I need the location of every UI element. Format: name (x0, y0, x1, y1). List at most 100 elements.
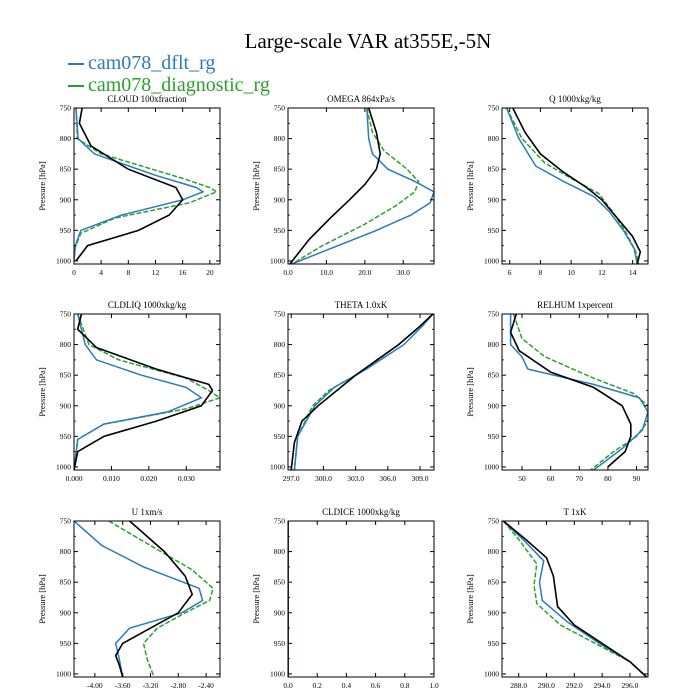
x-tick-label-8-0: 288.0 (510, 681, 527, 690)
y-tick-label-5-5: 1000 (484, 462, 499, 471)
legend-item-dflt: cam078_dflt_rg (68, 52, 215, 74)
x-tick-label-5-3: 80 (604, 474, 612, 483)
plot-frame-7 (287, 520, 435, 678)
x-tick-label-3-2: 0.020 (140, 474, 157, 483)
series-dflt-line-0 (74, 108, 205, 261)
y-tick-label-4-0: 750 (274, 310, 286, 319)
y-tick-label-8-1: 800 (488, 547, 500, 556)
y-tick-label-0-1: 800 (60, 134, 72, 143)
y-tick-label-5-3: 900 (488, 401, 500, 410)
x-tick-label-2-4: 14 (629, 268, 637, 277)
x-tick-label-5-2: 70 (576, 474, 584, 483)
panel-4: 297.0 300.0 303.0 306.0 309.0 750 800 850 900 950… (270, 300, 435, 483)
x-tick-label-1-2: 20.0 (358, 268, 371, 277)
y-tick-label-5-1: 800 (488, 340, 500, 349)
legend-swatch-dflt (68, 63, 84, 66)
y-tick-label-7-2: 850 (274, 578, 286, 587)
y-tick-label-4-5: 1000 (270, 462, 285, 471)
y-tick-label-8-5: 1000 (484, 669, 499, 678)
x-tick-label-3-3: 0.030 (178, 474, 195, 483)
y-tick-label-0-4: 950 (60, 226, 72, 235)
x-tick-label-0-3: 12 (152, 268, 160, 277)
y-tick-label-2-3: 900 (488, 195, 500, 204)
y-axis-label-0: Pressure [hPa] (37, 161, 47, 211)
y-tick-label-1-4: 950 (274, 226, 286, 235)
y-tick-label-6-3: 900 (60, 608, 72, 617)
y-tick-label-6-1: 800 (60, 547, 72, 556)
y-axis-label-2: Pressure [hPa] (465, 161, 475, 211)
x-tick-label-4-2: 303.0 (347, 474, 364, 483)
x-tick-label-7-3: 0.6 (371, 681, 381, 690)
y-tick-label-5-2: 850 (488, 371, 500, 380)
panel-title-7: CLDICE 1000xkg/kg (322, 507, 400, 517)
x-tick-label-7-2: 0.4 (342, 681, 352, 690)
panel-7: 0.0 0.2 0.4 0.6 0.8 1.0 750 800 850 900 950 1000 CLD… (251, 507, 439, 690)
x-tick-label-7-1: 0.2 (313, 681, 323, 690)
x-tick-label-7-4: 0.8 (400, 681, 410, 690)
y-axis-label-7: Pressure [hPa] (251, 574, 261, 624)
y-tick-label-1-1: 800 (274, 134, 286, 143)
y-tick-label-2-2: 850 (488, 165, 500, 174)
y-tick-label-2-1: 800 (488, 134, 500, 143)
series-dflt-line-4 (293, 314, 434, 470)
x-tick-label-6-4: -2.40 (198, 681, 214, 690)
y-tick-label-0-3: 900 (60, 195, 72, 204)
y-tick-label-1-3: 900 (274, 195, 286, 204)
x-tick-label-2-1: 8 (539, 268, 543, 277)
y-tick-label-6-0: 750 (60, 517, 72, 526)
y-tick-label-4-4: 950 (274, 432, 286, 441)
series-diag-line-5 (512, 314, 648, 470)
x-tick-label-4-0: 297.0 (283, 474, 300, 483)
x-tick-label-8-1: 290.0 (538, 681, 555, 690)
y-tick-label-3-0: 750 (60, 310, 72, 319)
series-diag-line-4 (293, 314, 434, 470)
series-obs-line-8 (502, 521, 648, 677)
series-dflt-line-1 (291, 108, 434, 264)
panel-title-4: THETA 1.0xK (335, 300, 388, 310)
series-diag-line-6 (108, 521, 214, 677)
series-obs-line-3 (74, 314, 214, 470)
series-obs-line-6 (114, 521, 194, 677)
series-diag-line-8 (502, 521, 648, 677)
series-diag-line-0 (74, 108, 219, 261)
panel-8: 288.0 290.0 292.0 294.0 296.0 750 800 850 900 950… (465, 507, 649, 690)
x-tick-label-0-5: 20 (206, 268, 214, 277)
x-tick-label-2-3: 12 (598, 268, 606, 277)
y-tick-label-1-2: 850 (274, 165, 286, 174)
panel-title-8: T 1xK (563, 507, 587, 517)
x-tick-label-3-1: 0.010 (103, 474, 120, 483)
y-tick-label-8-0: 750 (488, 517, 500, 526)
figure-title: Large-scale VAR at355E,-5N (245, 29, 492, 53)
plot-frame-5 (501, 313, 649, 471)
y-tick-label-7-3: 900 (274, 608, 286, 617)
x-tick-label-5-0: 50 (518, 474, 526, 483)
y-tick-label-2-0: 750 (488, 104, 500, 113)
x-tick-label-8-4: 296.0 (621, 681, 638, 690)
series-dflt-line-8 (502, 521, 648, 677)
y-tick-label-7-1: 800 (274, 547, 286, 556)
y-axis-label-5: Pressure [hPa] (465, 367, 475, 417)
y-tick-label-1-5: 1000 (270, 256, 285, 265)
y-tick-label-5-0: 750 (488, 310, 500, 319)
x-tick-label-1-0: 0.0 (283, 268, 293, 277)
x-tick-label-0-0: 0 (72, 268, 76, 277)
plot-frame-4 (287, 313, 435, 471)
plot-frame-0 (73, 107, 221, 265)
y-tick-label-4-1: 800 (274, 340, 286, 349)
y-tick-label-0-5: 1000 (56, 256, 71, 265)
series-dflt-line-3 (74, 314, 203, 470)
y-tick-label-4-2: 850 (274, 371, 286, 380)
x-tick-label-5-4: 90 (633, 474, 641, 483)
x-tick-label-6-3: -2.80 (170, 681, 186, 690)
y-axis-label-3: Pressure [hPa] (37, 367, 47, 417)
series-obs-line-1 (289, 108, 382, 264)
y-tick-label-6-2: 850 (60, 578, 72, 587)
y-tick-label-3-4: 950 (60, 432, 72, 441)
y-tick-label-0-0: 750 (60, 104, 72, 113)
y-tick-label-8-2: 850 (488, 578, 500, 587)
y-tick-label-5-4: 950 (488, 432, 500, 441)
x-tick-label-3-0: 0.000 (66, 474, 83, 483)
x-tick-label-7-0: 0.0 (283, 681, 293, 690)
y-axis-label-8: Pressure [hPa] (465, 574, 475, 624)
y-tick-label-6-4: 950 (60, 639, 72, 648)
